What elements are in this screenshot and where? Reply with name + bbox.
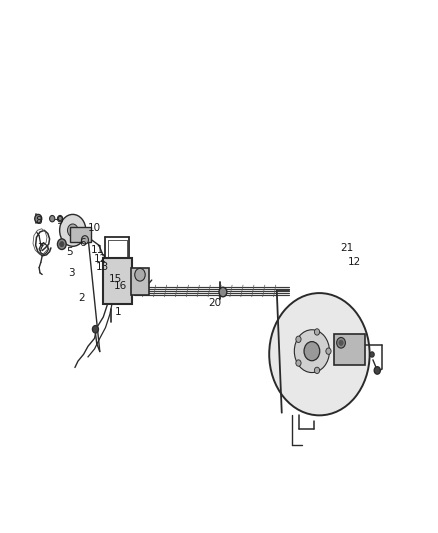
Circle shape: [135, 268, 145, 281]
Circle shape: [339, 340, 343, 345]
Circle shape: [219, 287, 227, 297]
Text: 12: 12: [94, 254, 107, 263]
Circle shape: [35, 214, 42, 223]
FancyBboxPatch shape: [70, 227, 91, 241]
Text: 12: 12: [348, 257, 361, 267]
Circle shape: [269, 293, 370, 415]
Circle shape: [337, 337, 346, 348]
Circle shape: [60, 214, 86, 246]
Text: 11: 11: [91, 245, 104, 255]
Text: 9: 9: [57, 216, 63, 226]
Text: 13: 13: [95, 262, 109, 271]
Text: 20: 20: [208, 297, 221, 308]
Circle shape: [314, 367, 320, 374]
Circle shape: [296, 360, 301, 366]
Text: 1: 1: [114, 306, 121, 317]
Circle shape: [57, 215, 63, 222]
Circle shape: [67, 224, 78, 237]
Text: 15: 15: [109, 274, 122, 284]
Circle shape: [60, 241, 64, 247]
FancyBboxPatch shape: [103, 258, 132, 304]
Text: 6: 6: [79, 238, 86, 247]
Text: 3: 3: [68, 269, 75, 278]
Circle shape: [304, 342, 320, 361]
Circle shape: [296, 336, 301, 343]
Circle shape: [81, 236, 88, 244]
Circle shape: [92, 326, 99, 333]
Text: 5: 5: [67, 247, 73, 256]
Circle shape: [326, 348, 331, 354]
Circle shape: [49, 215, 55, 222]
Text: 8: 8: [35, 216, 42, 226]
Text: 10: 10: [88, 223, 101, 233]
Text: 16: 16: [114, 281, 127, 291]
Circle shape: [374, 367, 380, 374]
Circle shape: [57, 239, 66, 249]
FancyBboxPatch shape: [334, 334, 365, 365]
Circle shape: [370, 352, 374, 357]
Circle shape: [314, 329, 320, 335]
Text: 7: 7: [38, 243, 44, 253]
Text: 21: 21: [340, 243, 353, 253]
Text: 2: 2: [78, 293, 85, 303]
Circle shape: [294, 330, 329, 373]
FancyBboxPatch shape: [131, 268, 149, 295]
